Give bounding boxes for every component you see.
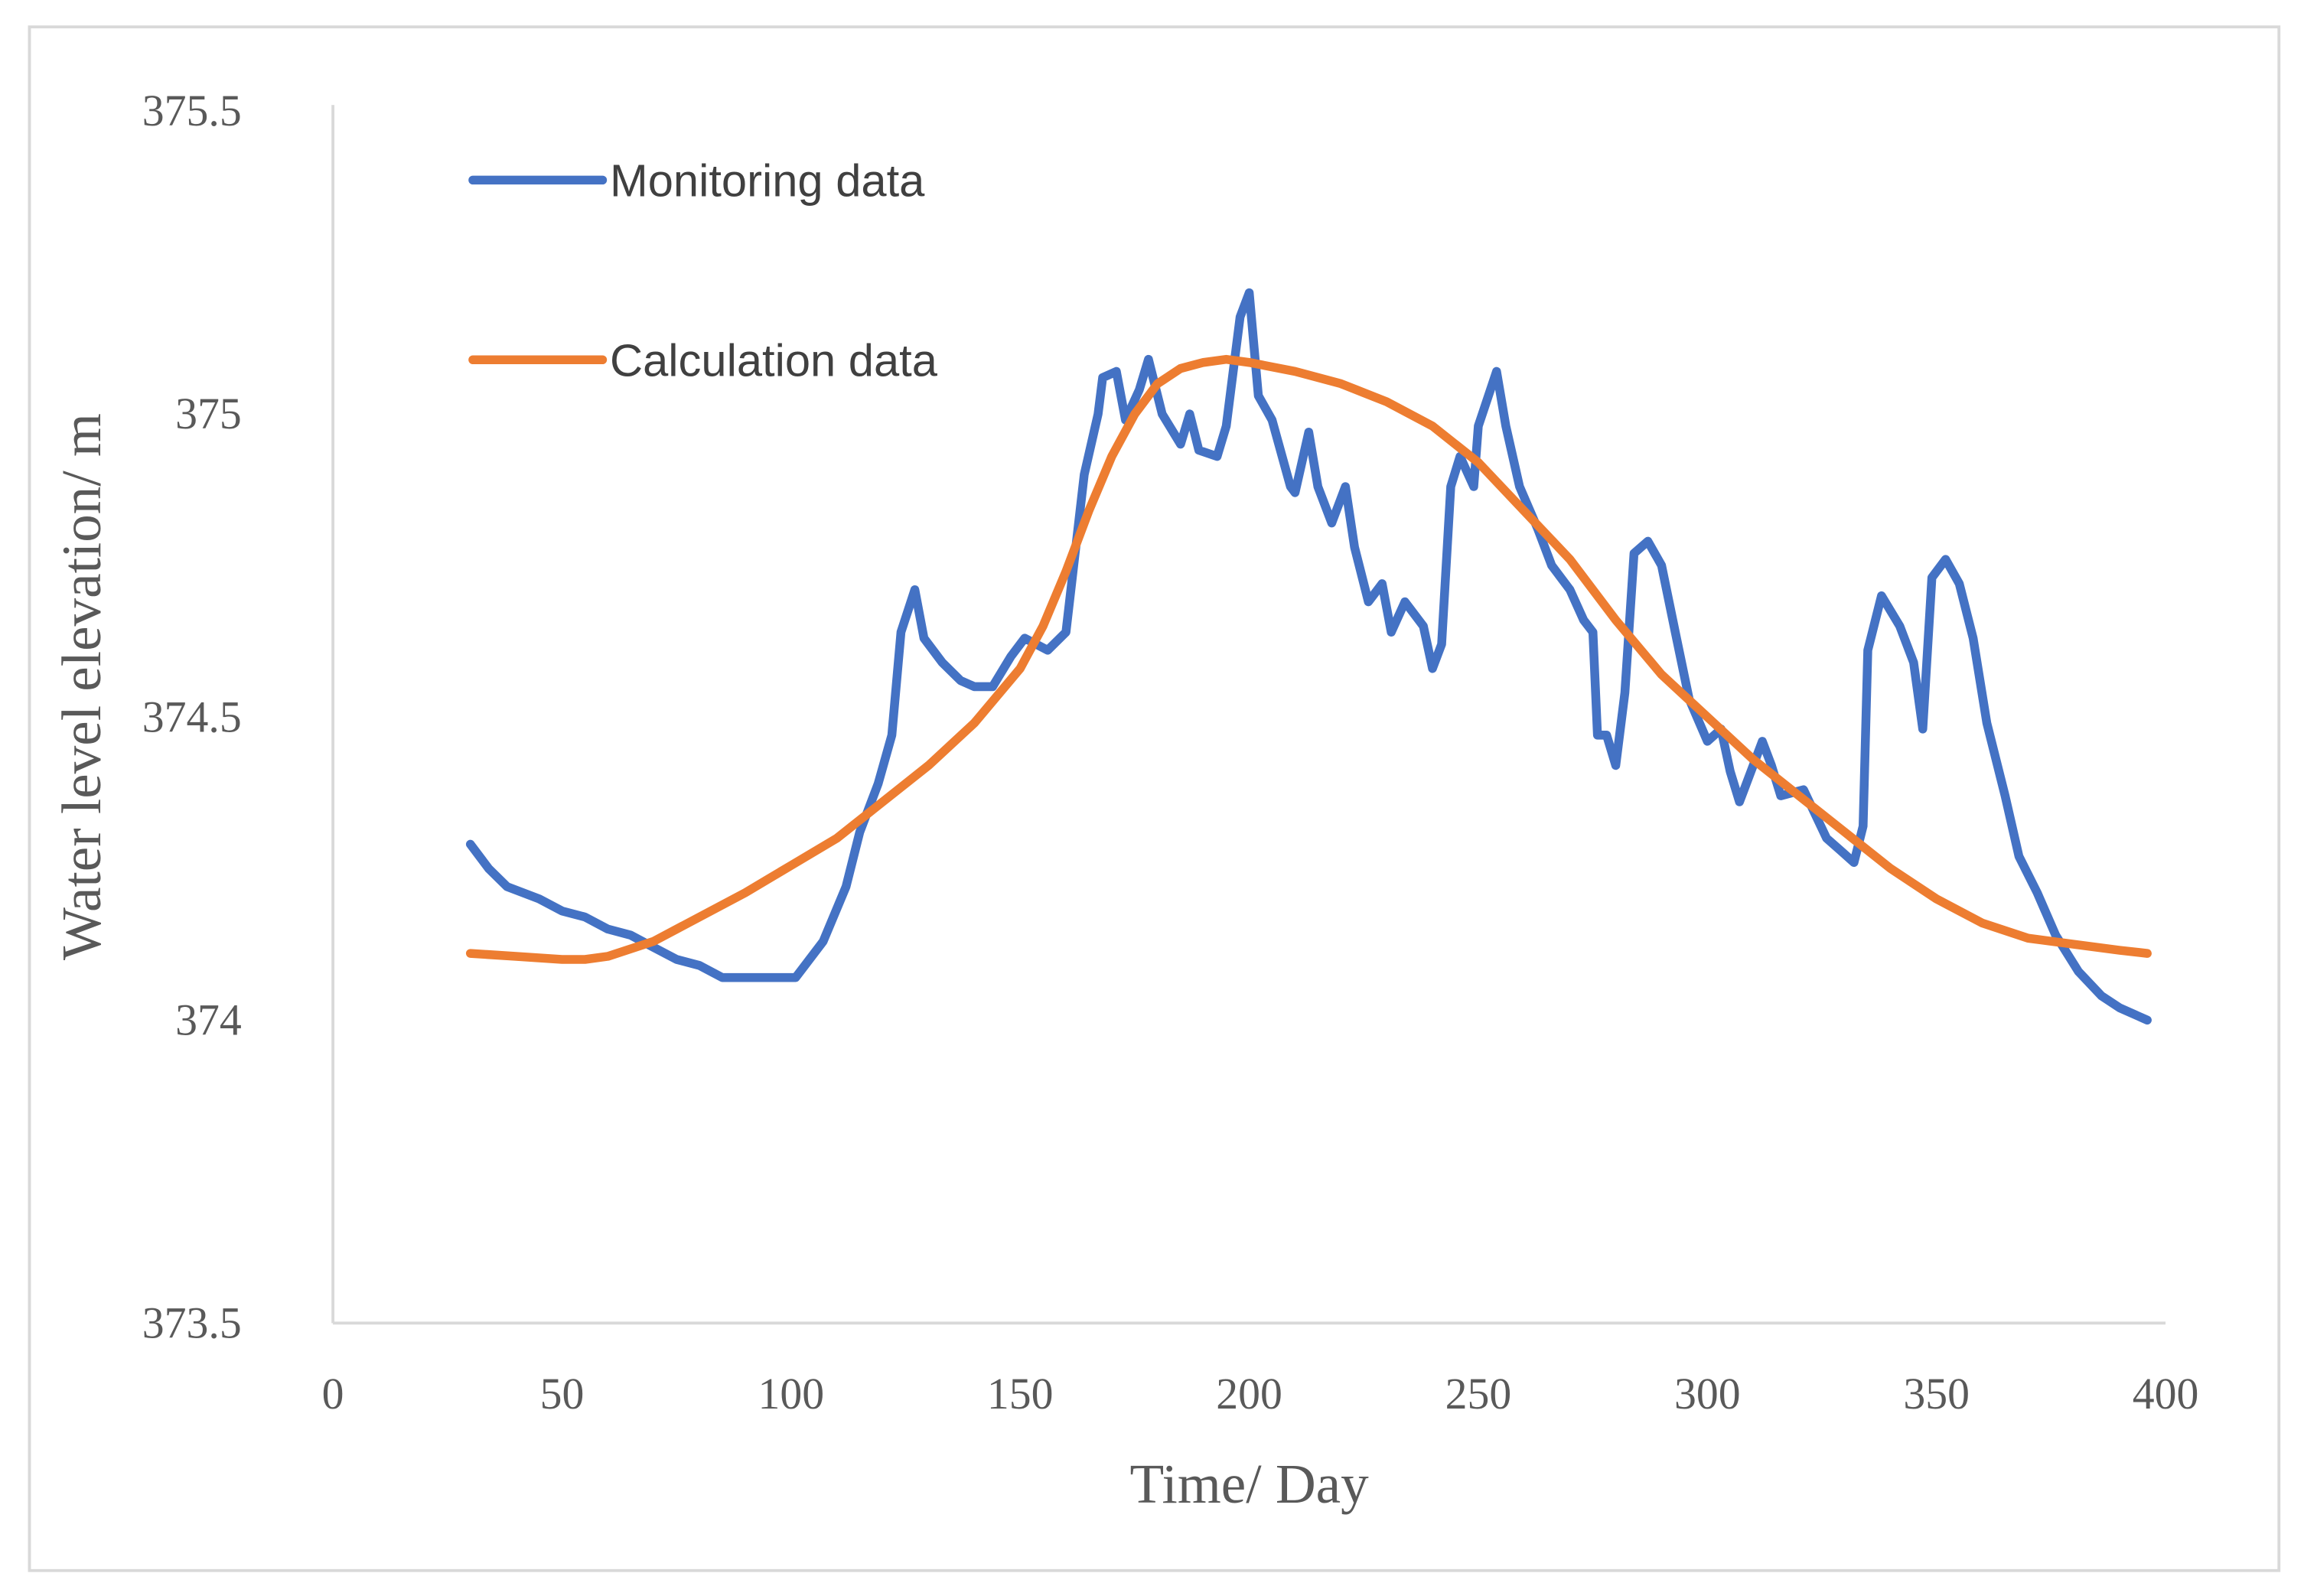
x-tick-label: 0 <box>322 1370 344 1418</box>
data-line <box>465 354 2152 964</box>
y-tick-label: 374.5 <box>142 693 242 741</box>
y-tick-label: 375.5 <box>142 87 242 135</box>
y-tick-label: 373.5 <box>142 1300 242 1348</box>
legend-label: Calculation data <box>610 334 938 386</box>
x-tick-label: 100 <box>758 1370 825 1418</box>
x-axis-title: Time/ Day <box>1129 1453 1369 1515</box>
y-axis-title: Water level elevation/ m <box>51 413 112 960</box>
chart-border <box>28 25 2281 1572</box>
x-tick-label: 200 <box>1216 1370 1282 1418</box>
x-tick-label: 150 <box>987 1370 1054 1418</box>
legend-label: Monitoring data <box>610 155 925 207</box>
y-tick-label: 375 <box>175 390 242 438</box>
x-tick-label: 400 <box>2133 1370 2199 1418</box>
y-tick-label: 374 <box>175 996 242 1044</box>
x-tick-label: 300 <box>1674 1370 1741 1418</box>
x-tick-label: 50 <box>540 1370 585 1418</box>
data-line <box>465 288 2152 1025</box>
x-tick-label: 350 <box>1903 1370 1970 1418</box>
x-tick-label: 250 <box>1445 1370 1512 1418</box>
